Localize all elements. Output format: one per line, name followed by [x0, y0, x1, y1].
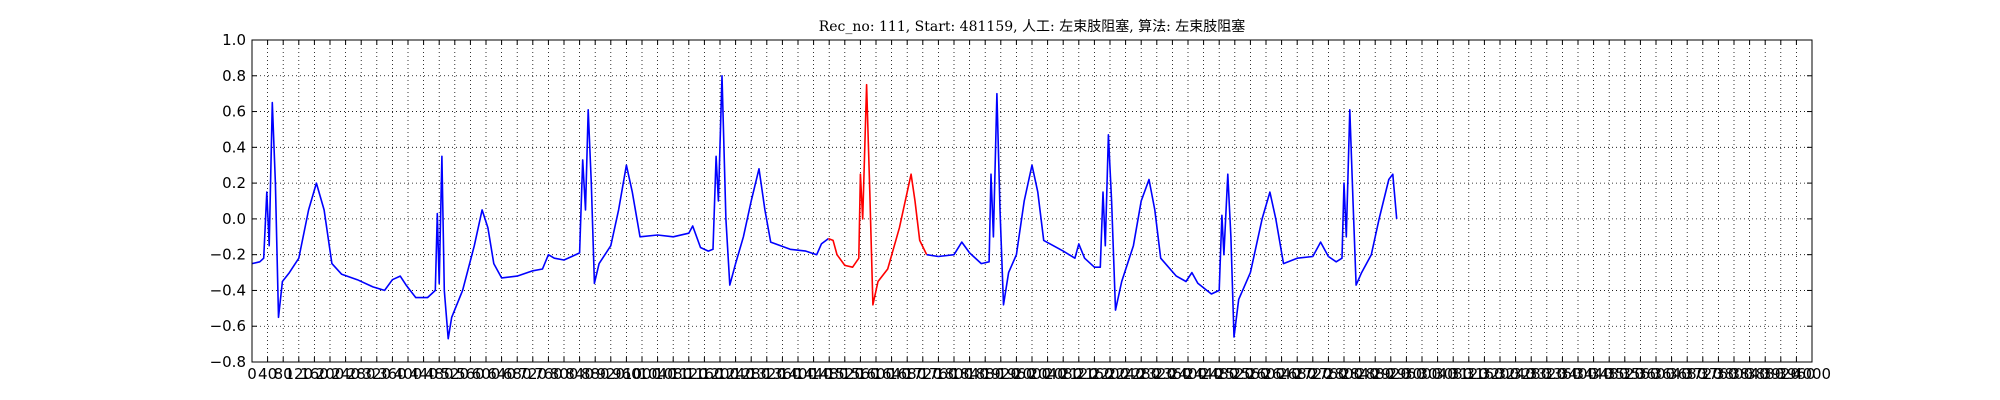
y-tick-label: −0.8	[210, 353, 246, 371]
y-tick-label: 0.6	[222, 103, 246, 121]
y-tick-label: 0.0	[222, 210, 246, 228]
x-tick-label: 4000	[1793, 365, 1831, 383]
y-tick-label: 0.8	[222, 67, 246, 85]
y-tick-label: −0.6	[210, 317, 246, 335]
y-tick-label: −0.4	[210, 281, 246, 299]
y-tick-label: −0.2	[210, 246, 246, 264]
y-tick-label: 0.4	[222, 138, 246, 156]
y-tick-label: 1.0	[222, 31, 246, 49]
x-tick-label: 0	[247, 365, 257, 383]
y-tick-label: 0.2	[222, 174, 246, 192]
